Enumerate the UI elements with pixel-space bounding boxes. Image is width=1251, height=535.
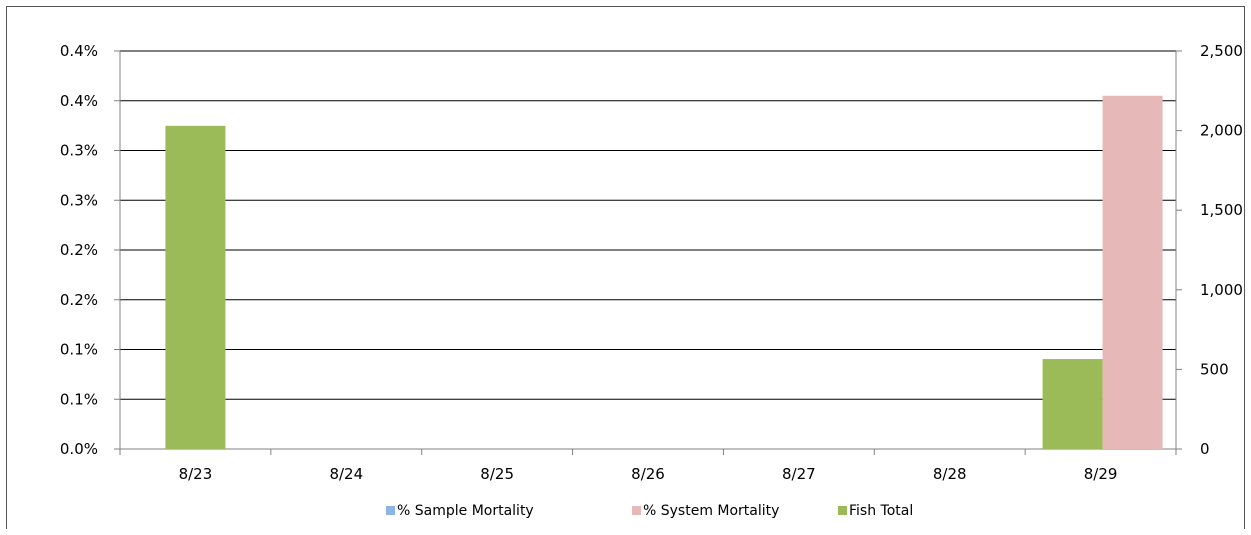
right-tick-label: 2,000 — [1200, 122, 1243, 140]
right-tick-label: 2,500 — [1200, 42, 1243, 60]
bar-fish-total — [1042, 359, 1103, 449]
x-tick-label: 8/23 — [179, 465, 213, 483]
x-tick-label: 8/29 — [1084, 465, 1118, 483]
x-tick-label: 8/28 — [933, 465, 967, 483]
right-tick-label: 1,000 — [1200, 281, 1243, 299]
left-tick-label: 0.2% — [60, 241, 98, 259]
left-tick-label: 0.0% — [60, 440, 98, 458]
right-tick-label: 1,500 — [1200, 201, 1243, 219]
left-tick-label: 0.3% — [60, 191, 98, 209]
x-tick-label: 8/27 — [782, 465, 816, 483]
legend-swatch — [838, 506, 847, 515]
left-tick-label: 0.3% — [60, 142, 98, 160]
x-tick-label: 8/24 — [329, 465, 363, 483]
legend-label: Fish Total — [849, 503, 913, 519]
left-tick-label: 0.1% — [60, 341, 98, 359]
left-tick-label: 0.4% — [60, 92, 98, 110]
right-tick-label: 0 — [1200, 440, 1210, 458]
left-tick-label: 0.4% — [60, 42, 98, 60]
x-tick-label: 8/26 — [631, 465, 665, 483]
left-tick-label: 0.2% — [60, 291, 98, 309]
legend-label: % Sample Mortality — [397, 503, 534, 519]
legend-label: % System Mortality — [643, 503, 779, 519]
legend-swatch — [632, 506, 641, 515]
bar-system-mortality — [1102, 95, 1163, 450]
left-tick-label: 0.1% — [60, 390, 98, 408]
x-tick-label: 8/25 — [480, 465, 514, 483]
bar-fish-total — [165, 125, 226, 449]
legend-swatch — [386, 506, 395, 515]
right-tick-label: 500 — [1200, 360, 1229, 378]
